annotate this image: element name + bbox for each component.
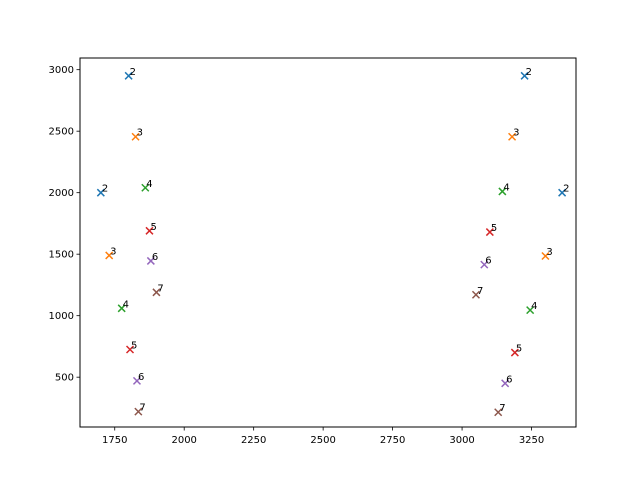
data-point: 2 [124, 67, 136, 80]
data-point: 7 [471, 286, 483, 299]
x-marker [501, 379, 510, 388]
x-tick-label: 2250 [241, 435, 266, 446]
x-marker [541, 251, 550, 261]
data-point: 4 [498, 182, 510, 196]
y-tick-label: 1500 [49, 250, 74, 261]
x-tick-label: 2750 [380, 435, 405, 446]
x-marker [558, 188, 567, 197]
x-marker [117, 304, 126, 313]
x-marker [146, 256, 155, 265]
point-label: 4 [503, 182, 509, 193]
x-tick-label: 2000 [171, 435, 196, 446]
point-label: 3 [110, 246, 116, 257]
point-label: 7 [139, 403, 145, 414]
x-tick-label: 3000 [449, 435, 474, 446]
x-marker [520, 71, 529, 80]
axis-ticks: 1750 2000 2250 2500 2750 3000 3250 500 1000 1500 2… [49, 65, 545, 446]
point-label: 3 [137, 128, 143, 139]
plot-area-frame [79, 57, 577, 428]
x-marker [124, 71, 133, 80]
x-tick-label: 2500 [310, 435, 335, 446]
data-point: 6 [501, 374, 513, 388]
data-point: 4 [117, 299, 129, 313]
data-points: 2 3 4 5 6 7 2 3 4 5 6 7 2 3 4 5 6 7 2 3 4 5 6 7 [96, 67, 569, 417]
data-point: 6 [132, 372, 144, 385]
point-label: 6 [152, 252, 158, 263]
point-label: 3 [546, 247, 552, 258]
point-label: 2 [102, 184, 108, 195]
x-marker [471, 290, 480, 299]
x-marker [526, 306, 535, 315]
x-marker [485, 228, 494, 237]
x-marker [508, 132, 517, 141]
point-label: 7 [499, 403, 505, 414]
point-label: 2 [526, 67, 532, 78]
data-point: 2 [96, 184, 108, 197]
data-point: 3 [541, 247, 553, 261]
point-label: 5 [131, 341, 137, 352]
data-point: 2 [520, 67, 532, 80]
x-marker [132, 376, 141, 385]
data-point: 6 [480, 256, 492, 269]
data-point: 5 [485, 223, 497, 237]
x-marker [480, 260, 489, 269]
x-marker [498, 187, 507, 196]
data-point: 3 [105, 246, 117, 260]
y-tick-label: 3000 [49, 65, 74, 76]
x-tick-label: 1750 [102, 435, 127, 446]
x-marker [145, 226, 154, 235]
x-marker [96, 188, 105, 197]
data-point: 7 [134, 403, 146, 416]
data-point: 7 [152, 283, 164, 297]
point-label: 4 [146, 179, 152, 190]
point-label: 7 [157, 283, 163, 294]
point-label: 2 [563, 184, 569, 195]
data-point: 6 [146, 252, 158, 265]
x-marker [131, 132, 140, 141]
point-label: 2 [130, 67, 136, 78]
point-label: 4 [123, 299, 129, 310]
x-marker [510, 348, 519, 357]
point-label: 4 [531, 301, 537, 312]
x-marker [141, 183, 150, 192]
y-tick-label: 1000 [49, 311, 74, 322]
point-label: 5 [491, 223, 497, 234]
data-point: 5 [145, 222, 157, 235]
data-point: 2 [558, 184, 569, 197]
point-label: 5 [150, 222, 156, 233]
point-label: 6 [485, 256, 491, 267]
x-marker [125, 345, 135, 354]
point-label: 3 [513, 128, 519, 139]
data-point: 4 [526, 301, 538, 315]
data-point: 3 [508, 128, 519, 141]
point-label: 6 [506, 374, 512, 385]
x-marker [134, 407, 143, 416]
x-marker [152, 288, 161, 297]
x-tick-label: 3250 [519, 435, 544, 446]
y-tick-label: 500 [55, 373, 74, 384]
x-marker [494, 408, 503, 417]
point-label: 5 [516, 344, 522, 355]
data-point: 5 [510, 344, 522, 357]
point-label: 7 [477, 286, 483, 297]
data-point: 7 [494, 403, 506, 417]
data-point: 3 [131, 128, 143, 141]
x-marker [105, 251, 114, 260]
point-label: 6 [138, 372, 144, 383]
y-tick-label: 2000 [49, 188, 74, 199]
data-point: 5 [125, 341, 137, 354]
data-point: 4 [141, 179, 153, 192]
y-tick-label: 2500 [49, 127, 74, 138]
